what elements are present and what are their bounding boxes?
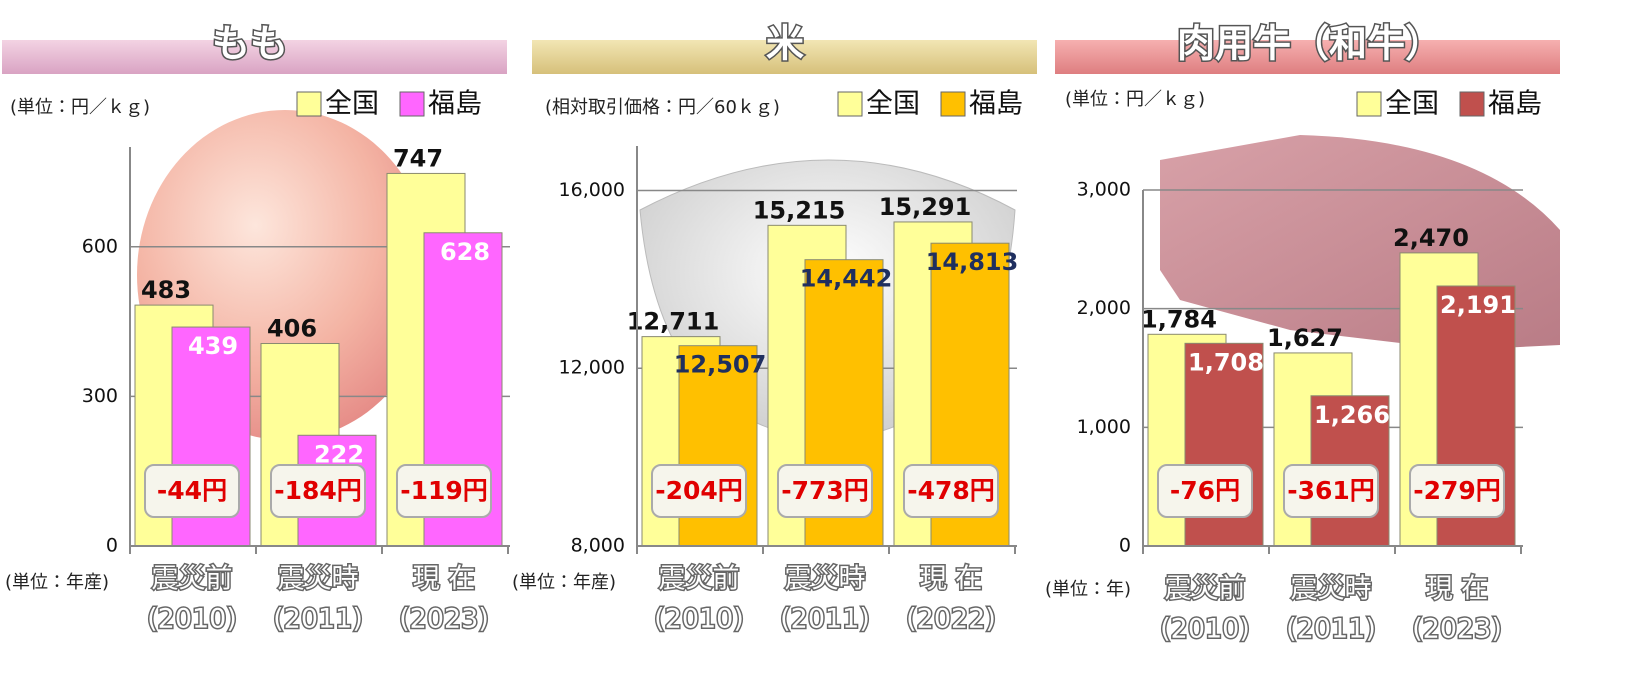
annotation: -184円 [274,476,362,505]
x-tick-label: 現 在 [1426,574,1489,605]
value-label: 483 [141,276,191,304]
annotation: -44円 [157,476,227,505]
y-tick-label: 600 [82,235,118,257]
x-tick-label: (2011) [1286,614,1376,645]
y-tick-label: 0 [106,535,118,557]
chart-title: 米 [766,22,804,66]
x-tick-label: (2010) [654,604,744,635]
legend-swatch [941,92,965,116]
x-tick-label: 震災時 [1291,574,1372,605]
y-tick-label: 2,000 [1077,297,1131,319]
annotation: -773円 [781,476,869,505]
value-label: 406 [267,315,317,343]
x-tick-label: (2010) [147,604,237,635]
x-tick-label: 震災前 [659,564,740,595]
value-label: 2,470 [1393,224,1469,252]
value-label: 14,442 [800,265,893,293]
value-label: 1,266 [1314,401,1390,429]
x-tick-label: 震災前 [1165,574,1246,605]
legend-label: 全国 [866,89,920,120]
y-tick-label: 12,000 [559,357,625,379]
value-label: 628 [440,238,490,266]
legend-label: 福島 [1488,89,1542,120]
annotation: -279円 [1413,476,1501,505]
y-tick-label: 3,000 [1077,179,1131,201]
x-unit-label: (単位：年産) [512,572,616,593]
value-label: 14,813 [926,248,1019,276]
x-tick-label: (2011) [273,604,363,635]
legend-swatch [297,92,321,116]
y-tick-label: 300 [82,385,118,407]
y-tick-label: 8,000 [571,535,625,557]
x-unit-label: (単位：年産) [5,572,109,593]
y-unit-label: (単位：円／ｋｇ) [10,97,150,118]
legend-label: 福島 [428,89,482,120]
chart-title: もも [212,22,288,66]
x-tick-label: (2023) [399,604,489,635]
y-unit-label: (単位：円／ｋｇ) [1065,89,1205,110]
x-tick-label: 震災前 [152,564,233,595]
x-tick-label: (2023) [1412,614,1502,645]
value-label: 1,627 [1267,324,1343,352]
y-unit-label: (相対取引価格：円／60ｋｇ) [545,97,780,118]
x-unit-label: (単位：年) [1045,579,1131,600]
value-label: 439 [188,332,238,360]
legend-swatch [838,92,862,116]
value-label: 1,708 [1188,348,1264,376]
annotation: -361円 [1287,476,1375,505]
y-tick-label: 16,000 [559,179,625,201]
chart-title: 肉用牛（和牛） [1177,22,1443,66]
legend-swatch [1460,92,1484,116]
legend-label: 福島 [969,89,1023,120]
annotation: -204円 [655,476,743,505]
page: もも (単位：円／ｋｇ) (単位：年産) 全国 福島 0 300 600 483 439 -44円震… [0,0,1640,686]
value-label: 747 [393,144,443,172]
x-tick-label: 震災時 [278,564,359,595]
x-tick-label: (2011) [780,604,870,635]
chart: もも (単位：円／ｋｇ) (単位：年産) 全国 福島 0 300 600 483 439 -44円震… [0,0,1640,686]
legend-label: 全国 [325,89,379,120]
value-label: 15,215 [753,196,846,224]
value-label: 12,507 [674,351,767,379]
y-tick-label: 0 [1119,535,1131,557]
y-tick-label: 1,000 [1077,416,1131,438]
value-label: 1,784 [1141,305,1217,333]
x-tick-label: 震災時 [785,564,866,595]
value-label: 2,191 [1440,291,1516,319]
x-tick-label: 現 在 [920,564,983,595]
legend-swatch [1357,92,1381,116]
annotation: -119円 [400,476,488,505]
value-label: 15,291 [879,193,972,221]
value-label: 12,711 [627,308,720,336]
x-tick-label: (2010) [1160,614,1250,645]
x-tick-label: 現 在 [413,564,476,595]
legend-swatch [400,92,424,116]
legend-label: 全国 [1385,89,1439,120]
x-tick-label: (2022) [906,604,996,635]
annotation: -478円 [907,476,995,505]
annotation: -76円 [1170,476,1240,505]
